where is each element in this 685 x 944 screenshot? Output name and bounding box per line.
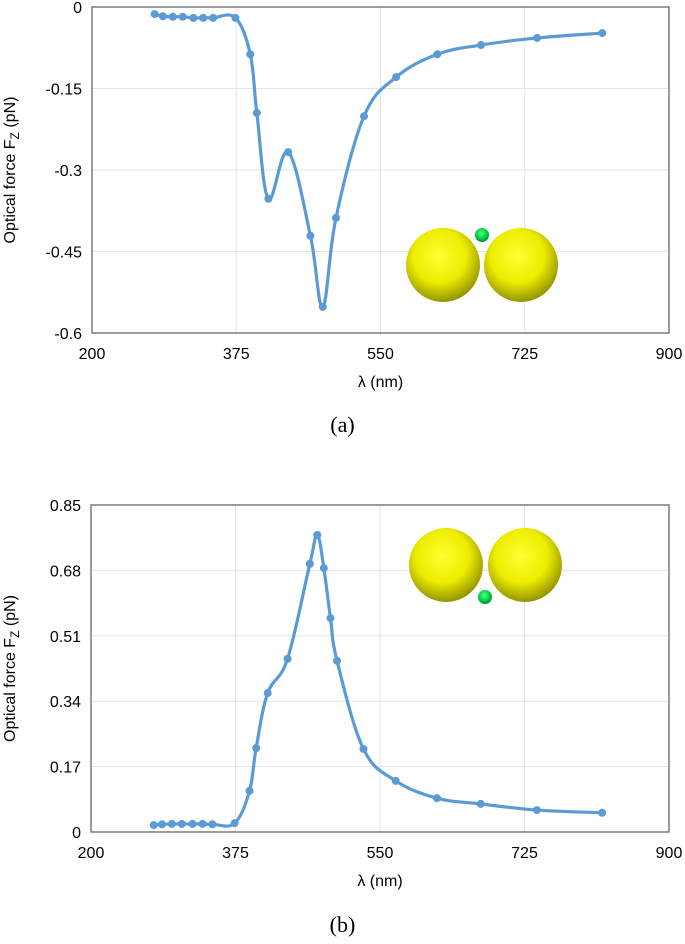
data-point xyxy=(532,806,541,815)
data-point xyxy=(598,29,607,38)
chart-panel-a: 200 375 550 725 900 0 -0.15 -0.3 -0.45 -0.6 λ (nm)… xyxy=(0,0,685,460)
data-point xyxy=(149,821,158,830)
caption-a: (a) xyxy=(330,412,355,437)
data-point xyxy=(359,744,368,753)
green-particle-icon xyxy=(475,228,489,242)
plot-frame xyxy=(91,6,670,334)
data-point xyxy=(391,776,400,785)
data-point xyxy=(168,12,177,21)
x-tick-label: 200 xyxy=(79,346,106,363)
data-point xyxy=(598,808,607,817)
data-point xyxy=(360,112,369,121)
gold-nanosphere-icon xyxy=(488,528,562,602)
data-point xyxy=(252,744,261,753)
y-tick-label: 0.51 xyxy=(50,629,81,646)
data-point xyxy=(209,13,218,22)
x-tick-label: 550 xyxy=(367,845,394,862)
y-axis-title: Optical force FZ (pN) xyxy=(2,97,22,244)
y-tick-label: -0.6 xyxy=(54,326,82,343)
data-point xyxy=(252,108,261,117)
x-tick-label: 550 xyxy=(367,346,394,363)
gridlines xyxy=(91,505,669,832)
y-tick-label: -0.45 xyxy=(46,245,83,262)
data-point xyxy=(392,73,401,82)
data-point xyxy=(199,13,208,22)
data-point xyxy=(283,654,292,663)
data-point xyxy=(333,656,342,665)
data-point xyxy=(208,820,217,829)
data-point xyxy=(331,213,340,222)
data-point xyxy=(264,194,273,203)
x-tick-label: 725 xyxy=(511,845,538,862)
data-series-line xyxy=(153,12,604,309)
data-point xyxy=(476,799,485,808)
caption-b: (b) xyxy=(329,912,356,937)
data-point xyxy=(263,689,272,698)
data-point xyxy=(158,12,167,21)
data-point xyxy=(433,50,442,59)
x-axis-title: λ (nm) xyxy=(358,374,403,391)
chart-a-svg: 200 375 550 725 900 0 -0.15 -0.3 -0.45 -0.6 λ (nm)… xyxy=(2,0,683,391)
gold-nanosphere-icon xyxy=(484,228,558,302)
green-particle-icon xyxy=(478,590,492,604)
y-tick-label: 0.85 xyxy=(50,498,81,515)
gold-nanosphere-icon xyxy=(409,528,483,602)
gridlines xyxy=(92,7,669,333)
data-point xyxy=(432,794,441,803)
data-point xyxy=(246,50,255,59)
data-point xyxy=(150,10,159,19)
x-tick-label: 725 xyxy=(511,346,538,363)
x-tick-label: 375 xyxy=(222,845,249,862)
data-point xyxy=(326,614,335,623)
data-point xyxy=(177,819,186,828)
data-point xyxy=(189,13,198,22)
data-point xyxy=(318,302,327,311)
x-tick-label: 200 xyxy=(78,845,105,862)
y-tick-label: 0 xyxy=(72,825,81,842)
data-point xyxy=(245,786,254,795)
data-point xyxy=(167,819,176,828)
y-tick-label: 0.68 xyxy=(50,563,81,580)
data-point xyxy=(231,13,240,22)
data-point xyxy=(533,33,542,42)
data-point xyxy=(477,41,486,50)
x-tick-label: 375 xyxy=(223,346,250,363)
y-tick-label: 0.17 xyxy=(50,760,81,777)
y-tick-label: -0.3 xyxy=(54,163,82,180)
data-point xyxy=(305,559,314,568)
gold-nanosphere-icon xyxy=(406,228,480,302)
chart-panel-b: 200 375 550 725 900 0 0.17 0.34 0.51 0.68 0.85 λ (n… xyxy=(0,472,685,944)
y-axis-title: Optical force FZ (pN) xyxy=(2,595,22,742)
chart-b-svg: 200 375 550 725 900 0 0.17 0.34 0.51 0.68 0.85 λ (n… xyxy=(2,498,683,890)
x-tick-label: 900 xyxy=(656,845,683,862)
data-point xyxy=(198,819,207,828)
data-point xyxy=(319,564,328,573)
y-tick-label: -0.15 xyxy=(46,82,83,99)
y-tick-label: 0 xyxy=(73,0,82,17)
x-axis-title: λ (nm) xyxy=(357,873,402,890)
data-point xyxy=(313,531,322,540)
data-point xyxy=(158,820,167,829)
data-point xyxy=(178,12,187,21)
data-point xyxy=(284,148,293,157)
plot-frame xyxy=(90,504,670,833)
y-tick-label: 0.34 xyxy=(50,694,81,711)
data-point xyxy=(306,231,315,240)
data-point xyxy=(188,819,197,828)
x-tick-label: 900 xyxy=(656,346,683,363)
data-point xyxy=(230,819,239,828)
